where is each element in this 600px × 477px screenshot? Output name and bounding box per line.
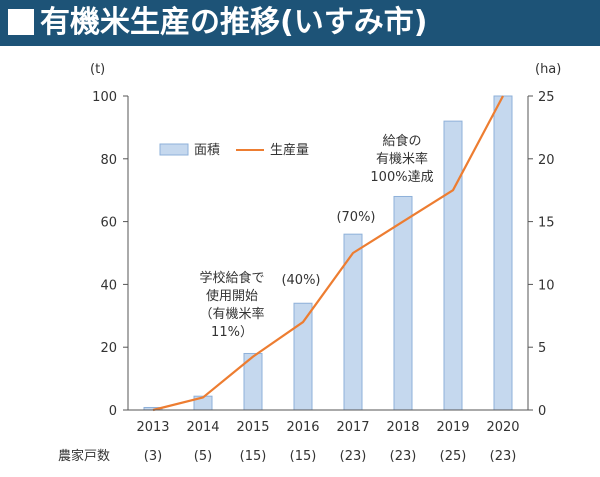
farm-count-value: (15) bbox=[290, 449, 317, 464]
title-banner: 有機米生産の推移(いすみ市) bbox=[0, 0, 600, 46]
right-tick-label: 20 bbox=[538, 153, 555, 168]
annotation-text: 使用開始 bbox=[206, 288, 258, 304]
left-tick-label: 80 bbox=[100, 153, 117, 168]
legend-bar-swatch bbox=[159, 143, 189, 156]
left-tick-label: 20 bbox=[100, 341, 117, 356]
bars-group bbox=[143, 95, 513, 411]
farm-count-row: 農家戸数 (3) (5) (15) (15) (23) (23) (25) (23) bbox=[58, 448, 516, 464]
square-bullet-icon bbox=[8, 9, 34, 35]
farm-count-value: (23) bbox=[340, 449, 367, 464]
right-tick-label: 0 bbox=[538, 404, 546, 419]
left-tick-label: 40 bbox=[100, 278, 117, 293]
farm-count-value: (5) bbox=[194, 449, 212, 464]
ticks-group: 0 20 40 60 80 100 0 5 10 15 20 25 2013 2014 2015 2016 20… bbox=[92, 90, 554, 435]
x-tick-label: 2016 bbox=[286, 420, 319, 435]
right-tick-label: 25 bbox=[538, 90, 555, 105]
axes-group: (t) (ha) bbox=[90, 62, 561, 411]
page-title: 有機米生産の推移(いすみ市) bbox=[40, 5, 428, 40]
left-tick-label: 100 bbox=[92, 90, 117, 105]
bar-area bbox=[443, 120, 463, 411]
right-tick-label: 15 bbox=[538, 216, 555, 231]
annotation-text: 100%達成 bbox=[370, 170, 433, 185]
right-axis-label: (ha) bbox=[535, 62, 561, 77]
legend: 面積 生産量 bbox=[159, 142, 309, 158]
annotation-text: （有機米率 bbox=[199, 306, 264, 322]
x-tick-label: 2018 bbox=[386, 420, 419, 435]
x-tick-label: 2015 bbox=[236, 420, 269, 435]
x-tick-label: 2017 bbox=[336, 420, 369, 435]
x-tick-label: 2014 bbox=[186, 420, 219, 435]
annotation-text: 有機米率 bbox=[376, 151, 428, 167]
left-axis-label: (t) bbox=[90, 62, 105, 77]
left-tick-label: 60 bbox=[100, 216, 117, 231]
x-tick-label: 2019 bbox=[436, 420, 469, 435]
x-tick-label: 2013 bbox=[136, 420, 169, 435]
line-group bbox=[152, 95, 504, 412]
x-tick-label: 2020 bbox=[486, 420, 519, 435]
left-tick-label: 0 bbox=[109, 404, 117, 419]
legend-line-label: 生産量 bbox=[270, 142, 309, 158]
bar-area bbox=[493, 95, 513, 411]
farm-count-value: (23) bbox=[490, 449, 517, 464]
annotation-text: 11%） bbox=[211, 325, 253, 340]
bar-area bbox=[393, 195, 413, 411]
annotation-text: (70%) bbox=[336, 210, 375, 225]
annotation-text: 給食の bbox=[382, 133, 421, 149]
right-tick-label: 5 bbox=[538, 341, 546, 356]
legend-bar-label: 面積 bbox=[194, 143, 220, 158]
annotation-text: (40%) bbox=[281, 273, 320, 288]
farm-count-label: 農家戸数 bbox=[58, 448, 110, 464]
farm-count-value: (3) bbox=[144, 449, 162, 464]
line-production bbox=[152, 95, 504, 412]
farm-count-value: (23) bbox=[390, 449, 417, 464]
farm-count-value: (25) bbox=[440, 449, 467, 464]
annotation-text: 学校給食で bbox=[199, 270, 264, 286]
farm-count-value: (15) bbox=[240, 449, 267, 464]
right-tick-label: 10 bbox=[538, 278, 555, 293]
chart: (t) (ha) 0 20 40 60 80 100 0 5 10 15 20 25 2013 2014 2… bbox=[58, 62, 561, 464]
bar-area bbox=[293, 302, 313, 411]
